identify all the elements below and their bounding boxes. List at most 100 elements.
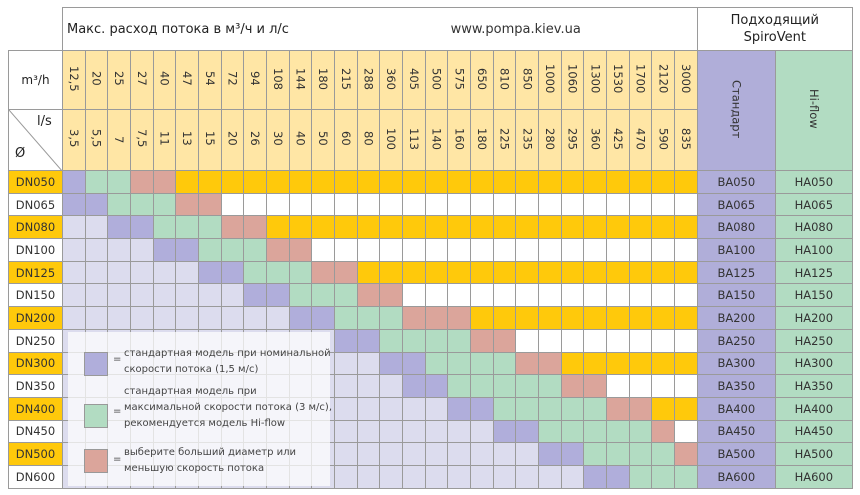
- flow-cell: [311, 306, 336, 330]
- flow-cell: [107, 260, 132, 285]
- hiflow-model: HA125: [774, 260, 853, 285]
- flow-cell: [356, 419, 381, 444]
- flow-cell: [560, 283, 585, 308]
- flow-m3h-header: 108: [266, 50, 290, 110]
- flow-ls-header: 113: [402, 109, 426, 171]
- hiflow-model: HA300: [774, 351, 853, 376]
- flow-cell: [674, 215, 698, 240]
- flow-cell: [583, 306, 608, 330]
- hiflow-model: HA150: [774, 283, 853, 308]
- legend-swatch-warning: [84, 449, 108, 473]
- flow-cell: [628, 374, 653, 398]
- flow-cell: [560, 442, 585, 466]
- flow-m3h-value: 12,5: [66, 65, 81, 92]
- standard-model: BA065: [696, 192, 776, 217]
- flow-cell: [492, 374, 517, 398]
- flow-ls-value: 225: [497, 127, 512, 150]
- flow-m3h-value: 575: [452, 67, 467, 90]
- flow-cell: [62, 238, 86, 262]
- flow-cell: [334, 464, 358, 489]
- flow-cell: [84, 192, 109, 217]
- flow-cell: [130, 260, 154, 285]
- flow-cell: [515, 464, 540, 489]
- flow-cell: [379, 328, 404, 353]
- flow-cell: [560, 374, 585, 398]
- flow-cell: [674, 260, 698, 285]
- flow-ls-header: 100: [379, 109, 404, 171]
- flow-cell: [674, 442, 698, 466]
- flow-cell: [402, 374, 426, 398]
- flow-cell: [447, 306, 472, 330]
- flow-cell: [334, 442, 358, 466]
- flow-ls-value: 100: [384, 127, 399, 150]
- standard-model: BA350: [696, 374, 776, 398]
- flow-cell: [402, 464, 426, 489]
- hiflow-model: HA100: [774, 238, 853, 262]
- diameter-label: DN250: [8, 328, 63, 353]
- hiflow-model: HA200: [774, 306, 853, 330]
- flow-cell: [560, 464, 585, 489]
- diameter-label: DN500: [8, 442, 63, 466]
- flow-cell: [424, 328, 449, 353]
- flow-cell: [243, 215, 268, 240]
- flow-cell: [198, 283, 222, 308]
- flow-cell: [243, 238, 268, 262]
- flow-m3h-header: 1530: [606, 50, 630, 110]
- flow-ls-value: 11: [157, 131, 172, 146]
- hiflow-model: HA065: [774, 192, 853, 217]
- flow-m3h-header: 810: [492, 50, 517, 110]
- flow-cell: [84, 238, 109, 262]
- flow-ls-header: 160: [447, 109, 472, 171]
- flow-m3h-header: 215: [334, 50, 358, 110]
- flow-cell: [651, 464, 676, 489]
- flow-cell: [220, 170, 245, 194]
- flow-m3h-header: 1000: [538, 50, 562, 110]
- flow-cell: [447, 192, 472, 217]
- legend-text-hiflow: стандартная модель при максимальной скор…: [124, 386, 333, 429]
- flow-cell: [560, 260, 585, 285]
- flow-m3h-header: 850: [515, 50, 540, 110]
- flow-m3h-value: 1060: [565, 63, 580, 94]
- flow-ls-header: 590: [651, 109, 676, 171]
- flow-ls-value: 295: [565, 127, 580, 150]
- flow-cell: [538, 215, 562, 240]
- table-row: DN200 BA200 HA200: [8, 306, 853, 330]
- flow-cell: [651, 396, 676, 421]
- flow-cell: [198, 192, 222, 217]
- flow-cell: [447, 442, 472, 466]
- website-url: www.pompa.kiev.ua: [334, 7, 698, 51]
- flow-cell: [651, 306, 676, 330]
- standard-label: Стандарт: [729, 79, 744, 139]
- flow-m3h-value: 180: [316, 67, 331, 90]
- flow-cell: [651, 170, 676, 194]
- flow-cell: [198, 306, 222, 330]
- diameter-label: DN300: [8, 351, 63, 376]
- flow-cell: [130, 170, 154, 194]
- standard-model: BA150: [696, 283, 776, 308]
- flow-cell: [288, 238, 313, 262]
- flow-m3h-value: 405: [406, 67, 421, 90]
- diameter-label: DN600: [8, 464, 63, 489]
- flow-ls-header: 7,5: [130, 109, 154, 171]
- flow-ls-value: 15: [202, 131, 217, 146]
- flow-cell: [107, 238, 132, 262]
- flow-m3h-header: 650: [470, 50, 494, 110]
- diameter-label: DN080: [8, 215, 63, 240]
- flow-cell: [447, 283, 472, 308]
- flow-cell: [628, 351, 653, 376]
- flow-ls-header: 280: [538, 109, 562, 171]
- flow-m3h-header: 1300: [583, 50, 608, 110]
- flow-ls-header: 360: [583, 109, 608, 171]
- table-row: DN065 BA065 HA065: [8, 192, 853, 217]
- flow-cell: [175, 170, 200, 194]
- flow-cell: [379, 283, 404, 308]
- flow-m3h-header: 12,5: [62, 50, 86, 110]
- legend-equals: =: [113, 354, 122, 365]
- hiflow-label: Hi-flow: [806, 89, 821, 129]
- flow-cell: [356, 374, 381, 398]
- flow-ls-header: 20: [220, 109, 245, 171]
- flow-ls-value: 3,5: [66, 129, 81, 148]
- flow-cell: [130, 306, 154, 330]
- flow-cell: [674, 374, 698, 398]
- flow-cell: [84, 260, 109, 285]
